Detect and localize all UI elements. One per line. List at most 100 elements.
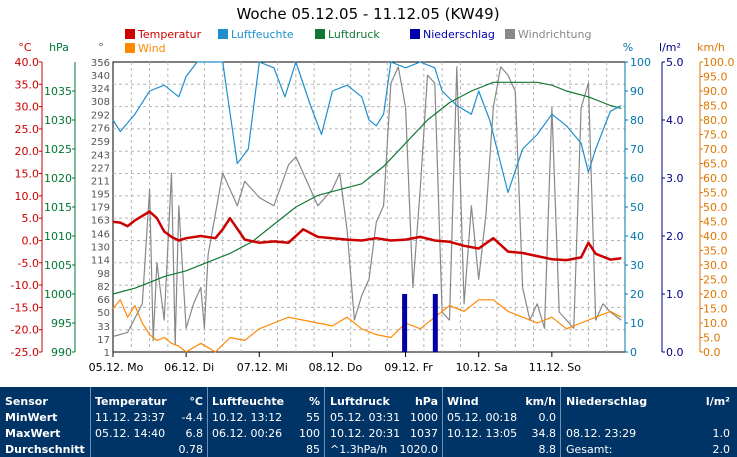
row-label: MinWert (5, 411, 58, 424)
cell-value: 0.78 (178, 443, 204, 456)
temp-axis-tick-label: 40.0 (15, 56, 40, 69)
series-layer (112, 61, 622, 353)
rain-axis-unit: l/m² (659, 41, 681, 54)
temp-axis-tick-label: -25.0 (11, 346, 39, 359)
direction-axis-tick-label: 308 (91, 97, 110, 108)
cell-value: 100 (299, 427, 320, 440)
header-humidity-unit: % (308, 395, 320, 408)
temp-axis-tick-label: 30.0 (15, 101, 40, 114)
header-temperature: Temperatur (95, 395, 167, 408)
humidity-axis-tick-label: 0 (630, 346, 637, 359)
legend-swatch (315, 29, 325, 39)
pressure-axis-tick-label: 1030 (44, 114, 72, 127)
cell-value: -4.4 (181, 411, 203, 424)
pressure-axis-unit: hPa (49, 41, 69, 54)
cell-time: ^1.3hPa/h (330, 443, 388, 456)
series-line-luftfeuchte (112, 61, 622, 194)
direction-axis-tick-label: 1 (104, 348, 110, 359)
column-divider (207, 387, 208, 457)
wind-axis-tick-label: 60.0 (703, 172, 728, 185)
temp-axis-unit: °C (18, 41, 32, 54)
humidity-axis-tick-label: 60 (630, 172, 644, 185)
series-line-temperatur (112, 210, 622, 262)
legend-label: Luftfeuchte (231, 28, 294, 41)
direction-axis-tick-label: 50 (97, 308, 110, 319)
humidity-axis-tick-label: 30 (630, 259, 644, 272)
cell-value: 85 (306, 443, 320, 456)
header-sensor: Sensor (5, 395, 48, 408)
legend-label: Niederschlag (423, 28, 495, 41)
x-axis-tick-label: 07.12. Mi (237, 361, 288, 374)
humidity-axis-tick-label: 70 (630, 143, 644, 156)
wind-axis-tick-label: 50.0 (703, 201, 728, 214)
direction-axis-tick-label: 356 (91, 58, 110, 69)
rain-bar (402, 294, 408, 352)
cell-time: 06.12. 00:26 (212, 427, 283, 440)
legend-label: Luftdruck (328, 28, 380, 41)
humidity-axis-tick-label: 10 (630, 317, 644, 330)
direction-axis-tick-label: 195 (91, 190, 110, 201)
temp-axis-tick-label: -20.0 (11, 324, 39, 337)
column-divider (442, 387, 443, 457)
wind-axis-tick-label: 65.0 (703, 158, 728, 171)
legend-swatch (125, 43, 135, 53)
cell-time: 08.12. 23:29 (566, 427, 637, 440)
direction-axis-tick-label: 211 (91, 176, 110, 187)
axes: 40.035.030.025.020.015.010.05.00.0-5.0-1… (11, 56, 735, 359)
legend-swatch (410, 29, 420, 39)
x-axis: 05.12. Mo 06.12. Di 07.12. Mi 08.12. Do 09.1… (89, 352, 581, 374)
chart-title: Woche 05.12.05 - 11.12.05 (KW49) (236, 5, 499, 23)
wind-axis-tick-label: 80.0 (703, 114, 728, 127)
pressure-axis-tick-label: 1025 (44, 143, 72, 156)
wind-axis-tick-label: 95.0 (703, 71, 728, 84)
direction-axis-tick-label: 276 (91, 123, 110, 134)
cell-value: 34.8 (531, 427, 557, 440)
cell-time: Gesamt: (566, 443, 613, 456)
statistics-table: Sensor Temperatur °C Luftfeuchte % Luftd… (0, 387, 737, 457)
cell-value: 1.0 (712, 427, 731, 440)
temp-axis-tick-label: -5.0 (18, 257, 39, 270)
column-divider (324, 387, 325, 457)
temp-axis-tick-label: -15.0 (11, 301, 39, 314)
series-line-luftdruck (112, 81, 622, 295)
weather-chart: Woche 05.12.05 - 11.12.05 (KW49) Tempera… (10, 5, 735, 374)
x-axis-tick-label: 09.12. Fr (384, 361, 433, 374)
temp-axis-tick-label: 15.0 (15, 168, 40, 181)
temp-axis-tick-label: 25.0 (15, 123, 40, 136)
direction-axis-tick-label: 98 (97, 269, 110, 280)
row-label: MaxWert (5, 427, 61, 440)
wind-axis-tick-label: 25.0 (703, 274, 728, 287)
temp-axis-tick-label: 35.0 (15, 78, 40, 91)
direction-axis-tick-label: 243 (91, 150, 110, 161)
header-rain: Niederschlag (566, 395, 648, 408)
wind-axis-tick-label: 75.0 (703, 129, 728, 142)
rain-axis-tick-label: 3.0 (666, 172, 684, 185)
temp-axis-tick-label: 5.0 (22, 212, 40, 225)
pressure-axis-tick-label: 1035 (44, 85, 72, 98)
temp-axis-tick-label: -10.0 (11, 279, 39, 292)
wind-axis-tick-label: 0.0 (703, 346, 721, 359)
cell-time: 10.12. 13:12 (212, 411, 283, 424)
header-pressure-unit: hPa (414, 395, 438, 408)
pressure-axis-tick-label: 990 (51, 346, 72, 359)
wind-axis-tick-label: 100.0 (703, 56, 735, 69)
rain-axis-tick-label: 5.0 (666, 56, 684, 69)
humidity-axis-tick-label: 90 (630, 85, 644, 98)
wind-axis-tick-label: 5.0 (703, 332, 721, 345)
cell-value: 8.8 (538, 443, 557, 456)
row-label: Durchschnitt (5, 443, 85, 456)
legend-label: Windrichtung (518, 28, 591, 41)
pressure-axis-tick-label: 995 (51, 317, 72, 330)
legend-swatch (218, 29, 228, 39)
legend-swatch (125, 29, 135, 39)
rain-axis-tick-label: 1.0 (666, 288, 684, 301)
cell-time: 05.12. 14:40 (95, 427, 166, 440)
temp-axis-tick-label: 20.0 (15, 145, 40, 158)
legend: Temperatur Luftfeuchte Luftdruck Niederschl… (125, 28, 591, 55)
header-temperature-unit: °C (189, 395, 203, 408)
cell-value: 2.0 (712, 443, 731, 456)
wind-axis-tick-label: 10.0 (703, 317, 728, 330)
temp-axis-tick-label: 10.0 (15, 190, 40, 203)
wind-axis-unit: km/h (697, 41, 725, 54)
direction-axis-tick-label: 66 (97, 295, 110, 306)
